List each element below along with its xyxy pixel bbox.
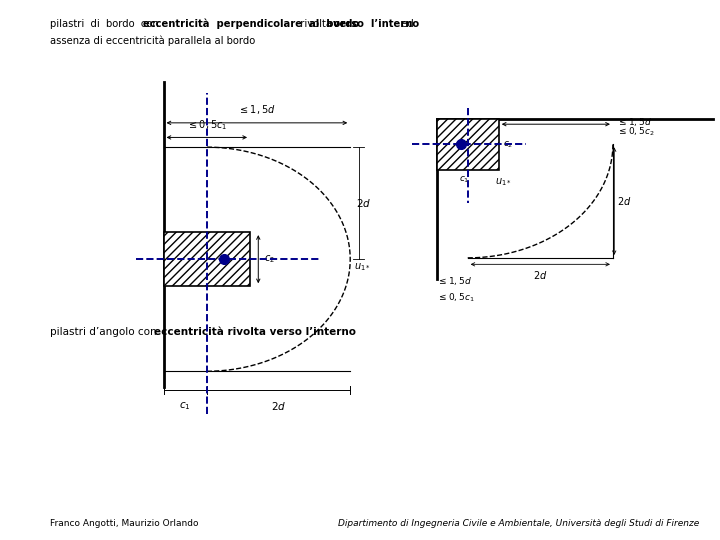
Text: $2d$: $2d$ [356,197,371,209]
Text: $c_1$: $c_1$ [459,174,469,185]
Text: Guida all’uso dell’Eurocodice 2 - Punzonamento: Guida all’uso dell’Eurocodice 2 - Punzon… [10,170,19,370]
Text: $2d$: $2d$ [617,195,631,207]
Text: $u_{1*}$: $u_{1*}$ [495,177,513,188]
Text: $c_1$: $c_1$ [179,400,191,411]
Text: eccentricità rivolta verso l’interno: eccentricità rivolta verso l’interno [155,327,356,337]
Text: pilastri d’angolo con: pilastri d’angolo con [50,327,159,337]
Text: $\leq 1,5d$: $\leq 1,5d$ [617,116,652,127]
Text: $\leq 0,5c_1$: $\leq 0,5c_1$ [186,118,227,132]
Text: pilastri  di  bordo  con: pilastri di bordo con [50,19,165,29]
Text: eccentricità  perpendicolare  al  bordo: eccentricità perpendicolare al bordo [143,19,359,29]
FancyBboxPatch shape [436,119,499,170]
Text: ed: ed [395,19,414,29]
FancyBboxPatch shape [163,232,250,286]
Text: assenza di eccentricità parallela al bordo: assenza di eccentricità parallela al bor… [50,35,255,45]
Text: $\leq 0,5c_1$: $\leq 0,5c_1$ [436,291,474,304]
Text: $c_2$: $c_2$ [503,139,513,150]
Text: Franco Angotti, Maurizio Orlando: Franco Angotti, Maurizio Orlando [50,519,198,528]
Text: $\leq 0,5c_2$: $\leq 0,5c_2$ [617,125,654,138]
Text: $c_2$: $c_2$ [264,253,275,265]
Text: $\leq 1,5d$: $\leq 1,5d$ [238,103,276,116]
Text: $\leq 1,5d$: $\leq 1,5d$ [436,275,472,287]
Text: $u_{1*}$: $u_{1*}$ [354,261,371,273]
Text: $2d$: $2d$ [271,400,286,412]
Text: Dipartimento di Ingegneria Civile e Ambientale, Università degli Studi di Firenz: Dipartimento di Ingegneria Civile e Ambi… [338,519,699,528]
Text: $2d$: $2d$ [533,268,547,281]
Text: rivolta: rivolta [294,19,338,29]
Text: verso  l’interno: verso l’interno [333,19,419,29]
